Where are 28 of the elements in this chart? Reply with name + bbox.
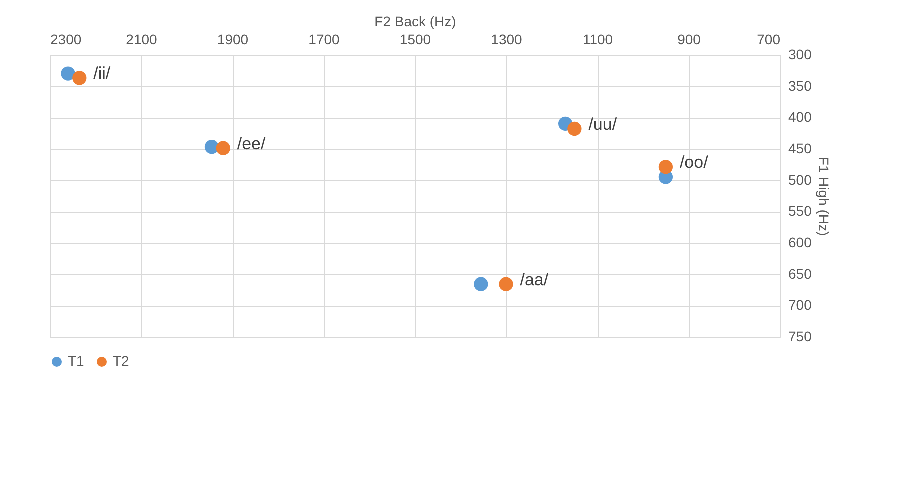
x-axis-title: F2 Back (Hz) bbox=[374, 14, 456, 30]
x-tick-label: 2100 bbox=[126, 32, 158, 48]
y-tick-label: 500 bbox=[788, 172, 812, 188]
annotation: /aa/ bbox=[520, 270, 549, 290]
x-tick-label: 1900 bbox=[217, 32, 249, 48]
y-tick-label: 350 bbox=[788, 78, 812, 94]
annotation: /ii/ bbox=[94, 64, 111, 84]
y-tick-label: 700 bbox=[788, 297, 812, 314]
annotation: /ee/ bbox=[237, 134, 266, 154]
y-tick-label: 550 bbox=[788, 203, 812, 220]
x-tick-label: 900 bbox=[678, 32, 702, 48]
y-tick-label: 600 bbox=[788, 234, 812, 250]
x-tick-label: 1300 bbox=[491, 32, 523, 48]
legend-label: T1 bbox=[68, 353, 85, 369]
y-tick-label: 750 bbox=[788, 328, 812, 344]
x-tick-label: 2300 bbox=[50, 32, 82, 48]
x-tick-label: 700 bbox=[757, 32, 781, 48]
x-tick-label: 1500 bbox=[400, 32, 432, 48]
legend-label: T2 bbox=[113, 353, 130, 369]
y-tick-label: 400 bbox=[788, 109, 812, 126]
y-axis-title: F1 High (Hz) bbox=[816, 156, 832, 236]
x-tick-label: 1100 bbox=[582, 32, 614, 48]
y-tick-label: 450 bbox=[788, 140, 812, 156]
y-tick-label: 650 bbox=[788, 266, 812, 282]
x-tick-label: 1700 bbox=[308, 32, 340, 48]
y-tick-label: 300 bbox=[788, 46, 812, 62]
annotation: /oo/ bbox=[680, 153, 709, 172]
annotation: /uu/ bbox=[588, 114, 618, 134]
